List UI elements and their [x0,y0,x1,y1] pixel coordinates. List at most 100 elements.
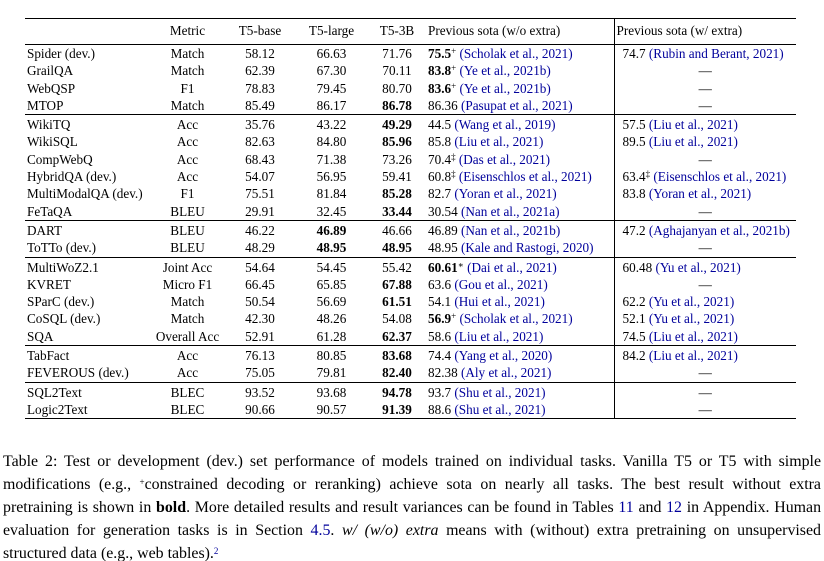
t5-large-cell: 67.30 [316,63,347,79]
sota-value: 83.8 [622,186,646,202]
metric-cell: BLEU [150,219,225,240]
citation-link[interactable]: (Aly et al., 2021) [457,365,552,381]
citation-link[interactable]: (Aghajanyan et al., 2021b) [645,222,790,238]
t5-large-cell: 48.26 [316,311,347,327]
task-cell: HybridQA (dev.) [27,169,117,185]
task-cell: Logic2Text [27,401,88,417]
t5-large-cell: 54.45 [295,256,368,276]
table-row: Spider (dev.) Match 58.12 66.63 71.76 75.5+ (… [25,44,796,63]
citation-link[interactable]: (Liu et al., 2021) [451,328,544,344]
metric-cell: Match [170,311,205,327]
t5-base-cell: 46.22 [225,219,295,240]
t5-3b-cell: 59.41 [382,169,412,185]
citation-link[interactable]: (Pasupat et al., 2021) [457,97,573,113]
task-cell: WebQSP [27,80,76,96]
table-row: WebQSP F1 78.83 79.45 80.70 83.6+ (Ye et al.,… [25,79,796,97]
sota-wo-extra-cell: 63.6 (Gou et al., 2021) [426,276,614,293]
t5-base-cell: 76.13 [225,345,295,365]
sota-wo-extra-cell: 88.6 (Shu et al., 2021) [426,401,614,419]
ref-link[interactable]: 11 [618,499,634,516]
citation-link[interactable]: (Yu et al., 2021) [645,311,735,327]
metric-cell: BLEC [150,381,225,401]
table-row: SParC (dev.) Match 50.54 56.69 61.51 54.1 (Hu… [25,293,796,311]
sota-value: 54.1 [428,294,452,310]
t5-base-cell: 75.51 [245,186,275,202]
citation-link[interactable]: (Liu et al., 2021) [645,117,738,133]
metric-cell: F1 [180,80,195,96]
sota-value: 82.7 [428,186,452,202]
citation-link[interactable]: (Scholak et al., 2021) [456,311,573,327]
ref-link[interactable]: 2 [213,545,219,556]
citation-link[interactable]: (Shu et al., 2021) [451,384,546,400]
t5-base-cell: 58.12 [245,46,275,61]
citation-link[interactable]: (Kale and Rastogi, 2020) [457,240,594,256]
citation-link[interactable]: (Liu et al., 2021) [645,348,738,364]
t5-3b-cell: 46.66 [368,219,426,240]
citation-link[interactable]: (Das et al., 2021) [455,151,551,167]
table-row: DART BLEU 46.22 46.89 46.66 46.89 (Nan et al.… [25,219,796,240]
task-cell: MultiWoZ2.1 [25,256,150,276]
citation-link[interactable]: (Yoran et al., 2021) [451,186,557,202]
citation-link[interactable]: (Nan et al., 2021a) [457,203,560,219]
caption-text: . [330,522,342,539]
sota-value: 58.6 [428,328,452,344]
sota-value: 56.9 [428,311,452,327]
citation-link[interactable]: (Yu et al., 2021) [652,259,741,275]
ref-link[interactable]: 12 [666,499,682,516]
citation-link[interactable]: (Scholak et al., 2021) [456,46,573,61]
citation-link[interactable]: (Yang et al., 2020) [451,348,553,364]
citation-link[interactable]: (Gou et al., 2021) [451,276,548,292]
citation-link[interactable]: (Yoran et al., 2021) [645,186,752,202]
t5-large-cell: 48.95 [316,240,347,256]
metric-cell: BLEC [170,401,205,417]
sota-wo-extra-cell: 54.1 (Hui et al., 2021) [426,293,614,310]
t5-base-cell: 93.52 [225,381,295,401]
citation-link[interactable]: (Eisenschlos et al., 2021) [455,169,592,185]
ref-link[interactable]: 4.5 [310,522,331,539]
caption-text: Table 2: Test or development (dev.) set … [3,453,821,493]
citation-link[interactable]: (Ye et al., 2021b) [456,80,551,96]
table-row: SQA Overall Acc 52.91 61.28 62.37 58.6 (Liu e… [25,327,796,346]
column-header-metric: Metric [150,18,225,45]
sota-wo-extra-cell: 46.89 (Nan et al., 2021b) [426,219,614,240]
task-cell: FeTaQA [27,203,73,219]
sota-wo-extra-cell: 75.5+ (Scholak et al., 2021) [426,45,614,63]
citation-link[interactable]: (Wang et al., 2019) [451,117,556,133]
sota-wo-extra-cell: 86.36 (Pasupat et al., 2021) [426,97,614,115]
citation-link[interactable]: (Yu et al., 2021) [645,294,735,310]
metric-cell: BLEU [170,203,205,219]
citation-link[interactable]: (Rubin and Berant, 2021) [645,46,784,61]
metric-cell: Acc [176,134,199,150]
sota-value: 60.61 [428,259,458,275]
task-cell: DART [25,219,150,240]
sota-w-extra-cell: 57.5 (Liu et al., 2021) [613,114,796,134]
citation-link[interactable]: (Ye et al., 2021b) [456,63,551,79]
citation-link[interactable]: (Eisenschlos et al., 2021) [650,169,787,185]
citation-link[interactable]: (Hui et al., 2021) [451,294,545,310]
table-row: KVRET Micro F1 66.45 65.85 67.88 63.6 (Gou et… [25,275,796,294]
sota-w-extra-cell: 60.48 (Yu et al., 2021) [613,256,796,276]
citation-link[interactable]: (Liu et al., 2021) [645,328,738,344]
column-header-t5-3b: T5-3B [368,18,426,45]
superscript-marker: ∗ [457,259,464,270]
t5-large-cell: 56.69 [316,294,347,310]
sota-value: 83.8 [428,63,452,79]
t5-base-cell: 75.05 [245,365,275,381]
t5-base-cell: 54.07 [245,169,275,185]
metric-cell: BLEU [170,240,205,256]
sota-value: 74.5 [622,328,646,344]
metric-cell: Acc [176,365,199,381]
citation-link[interactable]: (Shu et al., 2021) [451,401,546,417]
column-header-t5-base: T5-base [225,18,295,45]
table-row: Logic2Text BLEC 90.66 90.57 91.39 88.6 (Shu e… [25,400,796,419]
sota-wo-extra-cell: 30.54 (Nan et al., 2021a) [426,203,614,221]
citation-link[interactable]: (Dai et al., 2021) [463,259,557,275]
task-cell: SQA [27,328,54,344]
citation-link[interactable]: (Liu et al., 2021) [645,134,738,150]
citation-link[interactable]: (Liu et al., 2021) [451,134,544,150]
t5-large-cell: 32.45 [316,203,347,219]
task-cell: SQL2Text [25,381,150,401]
sota-value: 48.95 [428,240,458,256]
sota-value: 89.5 [622,134,646,150]
citation-link[interactable]: (Nan et al., 2021b) [457,222,561,238]
